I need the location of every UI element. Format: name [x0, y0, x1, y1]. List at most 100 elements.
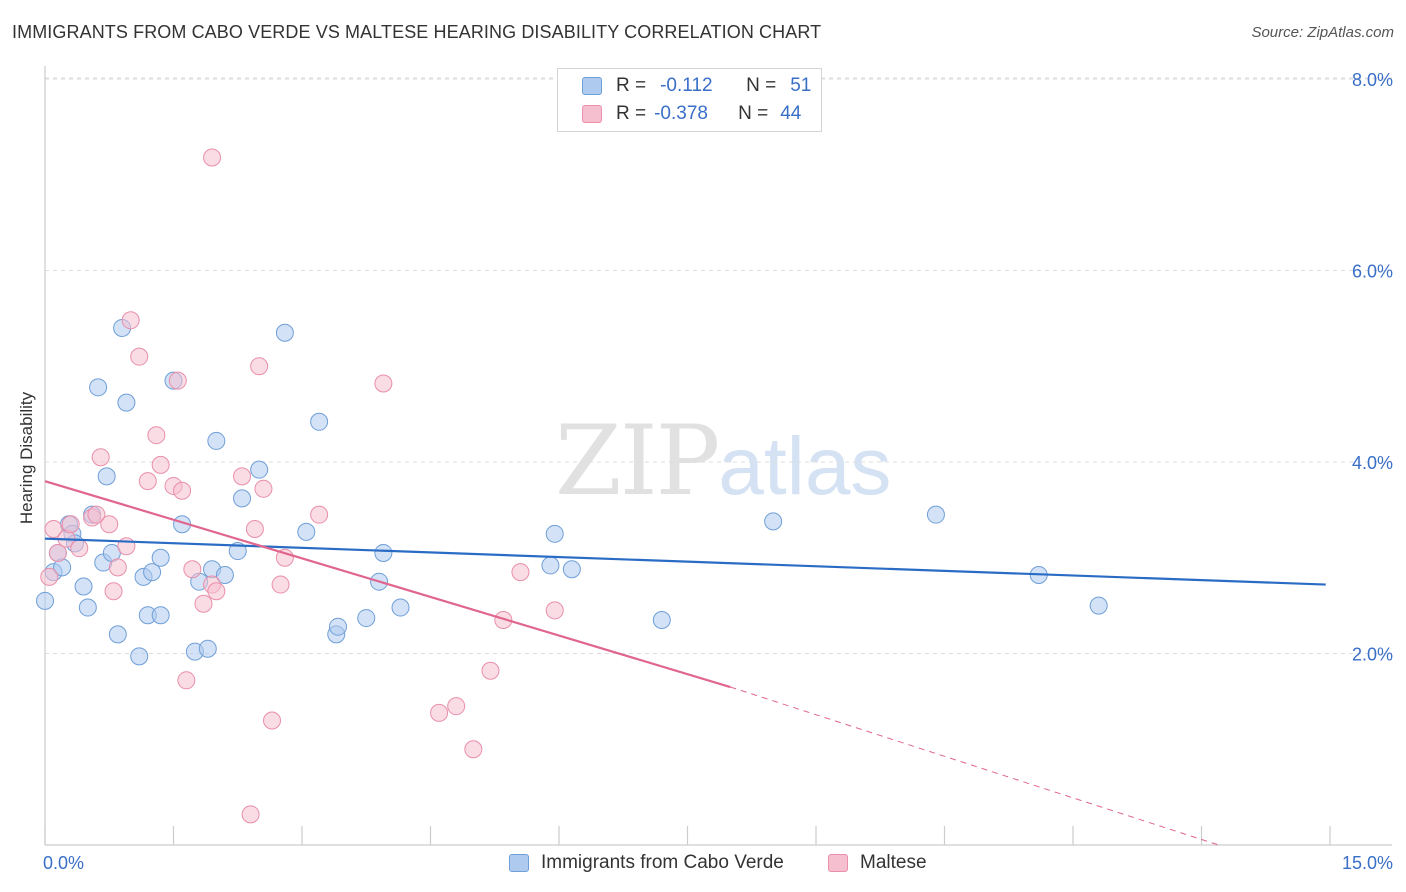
legend-n-label: N =: [738, 103, 769, 124]
data-point-maltese: [168, 371, 187, 390]
watermark-atlas: atlas: [718, 421, 892, 512]
data-point-cabo-verde: [233, 489, 252, 508]
trendline-cabo-verde: [44, 537, 1326, 586]
data-point-cabo-verde: [374, 543, 393, 562]
data-point-cabo-verde: [228, 542, 247, 561]
data-point-cabo-verde: [764, 512, 783, 531]
bottom-legend-label: Maltese: [860, 852, 927, 873]
y-tick-label: 4.0%: [1352, 453, 1393, 473]
data-point-cabo-verde: [545, 524, 564, 543]
data-point-maltese: [130, 347, 149, 366]
data-point-maltese: [494, 610, 513, 629]
legend-n-label: N =: [746, 75, 777, 96]
bottom-legend-maltese: Maltese: [828, 852, 927, 874]
data-point-cabo-verde: [562, 560, 581, 579]
data-point-maltese: [151, 455, 170, 474]
legend-n-value: 44: [780, 103, 802, 124]
data-point-cabo-verde: [130, 647, 149, 666]
data-point-cabo-verde: [391, 598, 410, 617]
correlation-legend: R = -0.112 N = 51 R = -0.378 N = 44: [557, 68, 822, 132]
data-point-maltese: [40, 567, 59, 586]
data-point-cabo-verde: [275, 323, 294, 342]
data-point-cabo-verde: [250, 460, 269, 479]
y-tick-label: 6.0%: [1352, 262, 1393, 282]
trendline-maltese-extrapolated: [730, 686, 1219, 846]
data-point-cabo-verde: [198, 639, 217, 658]
bottom-legend-swatch-pink: [828, 854, 848, 872]
legend-r-label: R =: [616, 75, 647, 96]
data-point-cabo-verde: [328, 617, 347, 636]
data-point-cabo-verde: [652, 610, 671, 629]
data-point-maltese: [464, 740, 483, 759]
data-point-maltese: [254, 479, 273, 498]
data-point-maltese: [104, 582, 123, 601]
legend-swatch-blue: [582, 77, 602, 95]
legend-n-value: 51: [790, 75, 812, 96]
data-point-cabo-verde: [78, 598, 97, 617]
series-cabo-verde-points: [36, 318, 1108, 666]
legend-r-label: R =: [616, 103, 647, 124]
data-point-maltese: [183, 560, 202, 579]
bottom-legend-swatch-blue: [509, 854, 529, 872]
tick-labels: 2.0% 4.0% 6.0% 8.0% 0.0% 15.0%: [43, 70, 1393, 873]
data-point-maltese: [138, 472, 157, 491]
data-point-maltese: [91, 448, 110, 467]
data-point-maltese: [100, 515, 119, 534]
bottom-legend-cabo-verde: Immigrants from Cabo Verde: [509, 852, 784, 874]
data-point-cabo-verde: [926, 505, 945, 524]
data-point-cabo-verde: [215, 565, 234, 584]
bottom-legend-label: Immigrants from Cabo Verde: [541, 852, 784, 873]
data-point-maltese: [481, 661, 500, 680]
data-point-cabo-verde: [541, 556, 560, 575]
data-point-cabo-verde: [117, 393, 136, 412]
data-point-cabo-verde: [97, 467, 116, 486]
data-point-maltese: [310, 505, 329, 524]
data-point-cabo-verde: [297, 522, 316, 541]
legend-row-maltese: R = -0.378 N = 44: [582, 101, 801, 127]
data-point-maltese: [48, 543, 67, 562]
data-point-maltese: [511, 563, 530, 582]
trendline-maltese: [44, 480, 731, 689]
data-point-cabo-verde: [36, 591, 54, 610]
data-point-maltese: [447, 697, 466, 716]
data-point-cabo-verde: [108, 625, 127, 644]
data-point-maltese: [263, 711, 282, 730]
watermark: ZIPatlas: [555, 405, 891, 517]
data-point-maltese: [233, 467, 252, 486]
legend-row-cabo-verde: R = -0.112 N = 51: [582, 73, 811, 99]
y-axis-label: Hearing Disability: [17, 391, 36, 525]
data-point-cabo-verde: [143, 563, 162, 582]
data-point-cabo-verde: [151, 548, 170, 567]
data-point-maltese: [108, 558, 127, 577]
axes-layer: [44, 66, 1392, 846]
data-point-maltese: [194, 594, 213, 613]
data-point-cabo-verde: [151, 606, 170, 625]
watermark-zip: ZIP: [555, 405, 720, 517]
data-point-cabo-verde: [207, 431, 226, 450]
data-point-cabo-verde: [357, 609, 376, 628]
legend-swatch-pink: [582, 105, 602, 123]
data-point-cabo-verde: [74, 577, 93, 596]
data-point-maltese: [121, 311, 140, 330]
data-point-maltese: [70, 539, 89, 558]
data-point-maltese: [147, 426, 166, 445]
x-tick-label: 0.0%: [43, 853, 84, 873]
data-point-maltese: [430, 703, 449, 722]
data-point-maltese: [207, 582, 226, 601]
data-point-maltese: [545, 601, 564, 620]
data-point-maltese: [271, 575, 290, 594]
y-tick-label: 8.0%: [1352, 70, 1393, 90]
source-label: Source: ZipAtlas.com: [1251, 24, 1394, 41]
data-point-cabo-verde: [310, 412, 329, 431]
grid-layer: [45, 77, 1392, 654]
chart-title: IMMIGRANTS FROM CABO VERDE VS MALTESE HE…: [12, 22, 822, 42]
trend-lines: [44, 480, 1326, 846]
data-point-maltese: [87, 505, 106, 524]
legend-r-value: -0.378: [654, 103, 708, 124]
data-point-maltese: [173, 481, 192, 500]
data-point-maltese: [374, 374, 393, 393]
data-point-maltese: [203, 148, 222, 167]
data-point-maltese: [61, 515, 80, 534]
data-point-cabo-verde: [1089, 596, 1108, 615]
